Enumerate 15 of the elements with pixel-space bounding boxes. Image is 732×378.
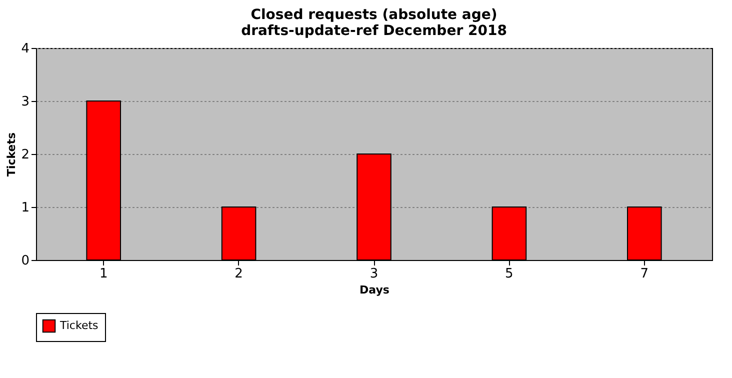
y-tick-label: 2	[21, 148, 30, 162]
x-tick-label: 2	[234, 266, 243, 282]
x-tick-label: 5	[505, 266, 514, 282]
y-tick-label: 0	[21, 254, 30, 268]
x-tick-label: 7	[640, 266, 649, 282]
y-tick-label: 4	[21, 42, 30, 56]
x-tick-label: 3	[370, 266, 378, 282]
y-tick-label: 3	[21, 94, 30, 110]
text: Closed requests (absolute age)	[250, 7, 498, 23]
y-tick-label: 1	[21, 200, 30, 216]
text: drafts-update-ref December 2018	[241, 23, 507, 39]
x-axis-title: Days	[360, 284, 390, 296]
legend-label: Tickets	[59, 319, 99, 332]
x-tick-label: 1	[99, 266, 108, 282]
y-axis-title: Tickets	[5, 132, 18, 177]
